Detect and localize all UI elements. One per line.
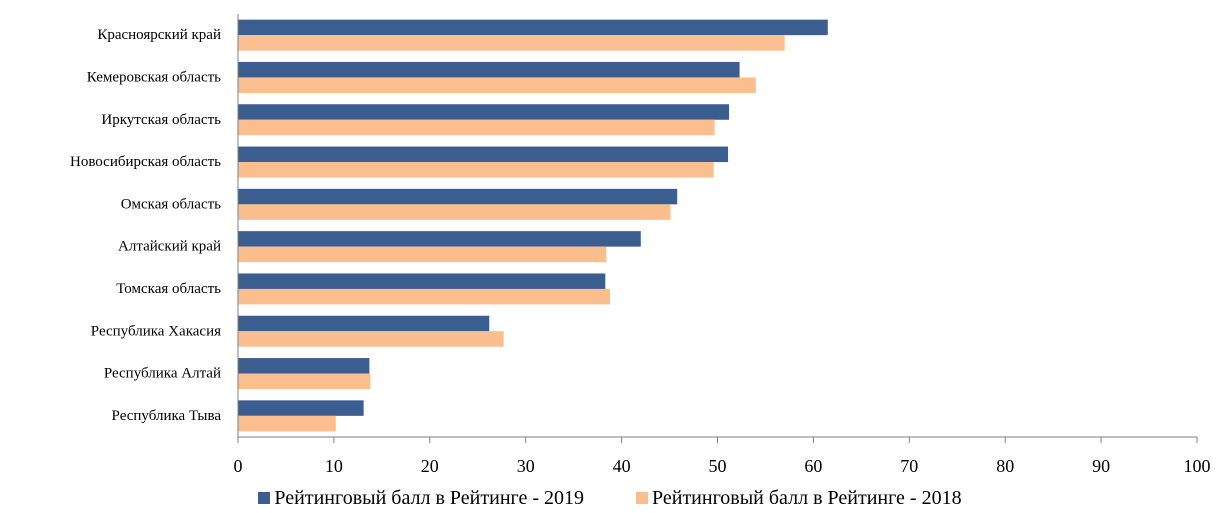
bar-2018-9 bbox=[238, 415, 336, 432]
x-tick-label-9: 90 bbox=[1092, 456, 1110, 476]
legend-item-2018: Рейтинговый балл в Рейтинге - 2018 bbox=[636, 487, 962, 510]
legend-swatch-2018 bbox=[636, 492, 648, 504]
bar-2019-3 bbox=[238, 146, 729, 163]
bar-2019-1 bbox=[238, 61, 740, 78]
x-tick-label-0: 0 bbox=[234, 456, 243, 476]
bar-2018-5 bbox=[238, 246, 607, 263]
bar-2019-2 bbox=[238, 104, 730, 120]
legend: Рейтинговый балл в Рейтинге - 2019 Рейти… bbox=[0, 486, 1220, 510]
category-label-9: Республика Тыва bbox=[112, 408, 222, 424]
x-tick-label-6: 60 bbox=[804, 456, 822, 476]
category-label-0: Красноярский край bbox=[97, 27, 221, 43]
x-tick-label-4: 40 bbox=[613, 456, 631, 476]
legend-item-2019: Рейтинговый балл в Рейтинге - 2019 bbox=[258, 487, 584, 510]
bar-2019-0 bbox=[238, 19, 828, 36]
category-label-3: Новосибирская область bbox=[70, 154, 221, 170]
x-tick-label-7: 70 bbox=[900, 456, 918, 476]
bar-2019-9 bbox=[238, 400, 364, 416]
bars-group bbox=[238, 19, 828, 432]
category-labels: Красноярский край Кемеровская область Ирку… bbox=[70, 27, 221, 424]
bar-2019-5 bbox=[238, 231, 641, 247]
bar-2018-7 bbox=[238, 331, 504, 347]
bar-2019-6 bbox=[238, 273, 606, 289]
bar-chart: Красноярский край Кемеровская область Ирку… bbox=[70, 14, 1211, 476]
category-label-5: Алтайский край bbox=[118, 239, 221, 255]
bar-2018-8 bbox=[238, 373, 371, 390]
category-label-6: Томская область bbox=[116, 281, 221, 297]
bar-2019-7 bbox=[238, 315, 490, 332]
bar-2018-2 bbox=[238, 119, 715, 136]
x-tick-label-3: 30 bbox=[517, 456, 535, 476]
x-tick-label-5: 50 bbox=[709, 456, 727, 476]
legend-swatch-2019 bbox=[258, 492, 271, 504]
category-label-2: Иркутская область bbox=[101, 112, 221, 128]
category-label-8: Республика Алтай bbox=[104, 366, 221, 382]
bar-2019-8 bbox=[238, 358, 370, 374]
category-label-1: Кемеровская область bbox=[87, 69, 221, 85]
x-tick-label-8: 80 bbox=[996, 456, 1014, 476]
bar-2018-0 bbox=[238, 35, 785, 51]
x-axis-ticks: 0 10 20 30 40 50 60 70 80 90 100 bbox=[234, 437, 1211, 476]
bar-2018-4 bbox=[238, 204, 671, 220]
x-tick-label-1: 10 bbox=[325, 456, 343, 476]
x-tick-label-10: 100 bbox=[1184, 456, 1211, 476]
bar-2018-1 bbox=[238, 77, 756, 93]
bar-2019-4 bbox=[238, 188, 678, 205]
bar-2018-6 bbox=[238, 288, 611, 305]
legend-label-2018: Рейтинговый балл в Рейтинге - 2018 bbox=[652, 486, 962, 509]
category-label-4: Омская область bbox=[121, 196, 221, 212]
legend-label-2019: Рейтинговый балл в Рейтинге - 2019 bbox=[274, 486, 584, 509]
bar-2018-3 bbox=[238, 162, 714, 178]
x-tick-label-2: 20 bbox=[421, 456, 439, 476]
category-label-7: Республика Хакасия bbox=[91, 323, 221, 339]
